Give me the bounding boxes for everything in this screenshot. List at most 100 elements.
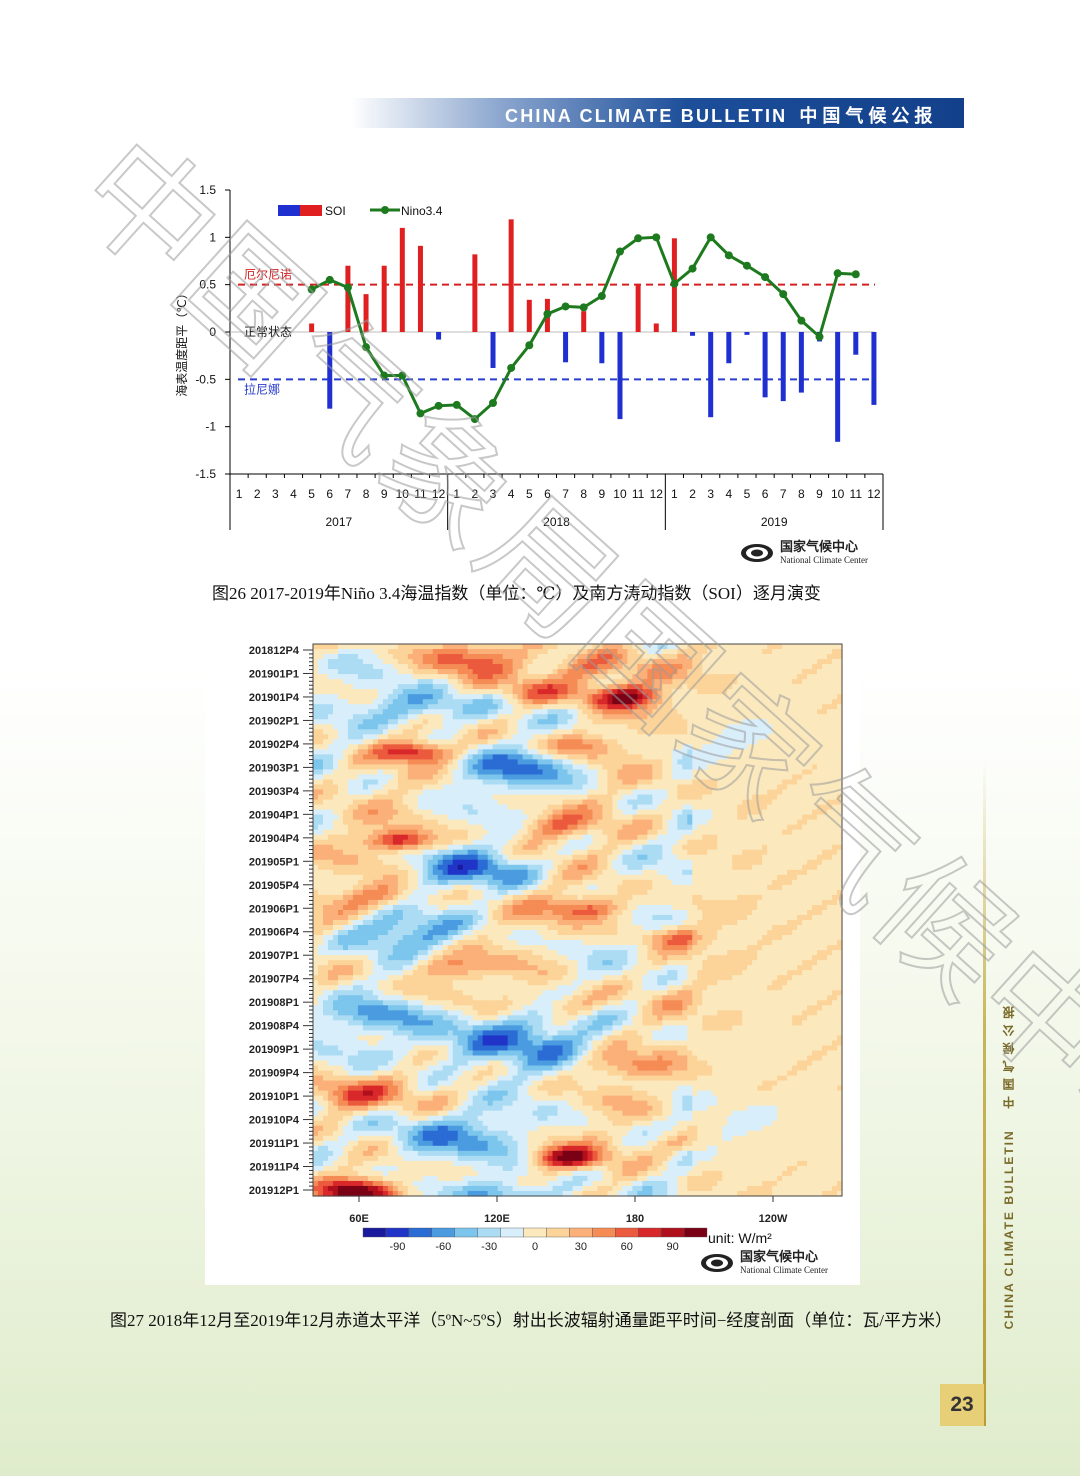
olr-cell [617,794,624,801]
olr-cell [532,689,539,695]
olr-cell [762,674,768,680]
olr-cell [577,674,584,680]
nino34-point [652,233,661,242]
olr-cell [442,764,449,771]
olr-cell [817,729,823,735]
olr-cell [517,829,524,836]
olr-cell [512,714,519,720]
olr-cell [462,679,469,685]
olr-cell [402,749,409,755]
olr-cell [717,669,723,675]
olr-cell [367,684,374,690]
olr-cell [792,759,798,766]
olr-cell [567,644,574,650]
olr-cell [657,854,663,861]
olr-cell [507,674,514,680]
olr-cell [462,819,469,826]
olr-cell [672,839,678,846]
olr-cell [352,849,359,856]
olr-cell [552,794,559,801]
olr-cell [772,729,778,735]
olr-cell [572,859,579,866]
olr-cell [642,839,648,846]
olr-cell [597,764,604,771]
olr-cell [802,859,808,866]
olr-cell [707,819,713,826]
olr-cell [747,854,753,861]
olr-cell [617,769,624,776]
olr-cell [737,669,743,675]
olr-cell [432,854,439,861]
olr-cell [632,714,638,720]
olr-cell [462,649,469,655]
olr-cell [717,749,723,755]
nino34-point [416,409,425,418]
olr-cell [667,814,673,821]
olr-cell [567,734,574,740]
olr-cell [382,754,389,761]
olr-cell [532,694,539,700]
olr-cell [582,859,589,866]
olr-cell [807,784,813,791]
olr-cell [507,669,514,675]
olr-cell [432,869,439,876]
olr-cell [357,849,364,856]
olr-cell [362,749,369,755]
olr-cell [647,749,653,755]
olr-cell [357,789,364,796]
olr-cell [837,739,843,745]
olr-cell [407,719,414,725]
olr-cell [582,669,589,675]
olr-cell [797,784,803,791]
olr-cell [672,809,678,816]
olr-cell [657,844,663,851]
olr-cell [432,819,439,826]
olr-cell [752,644,758,650]
olr-cell [362,869,369,876]
olr-cell [692,729,698,735]
olr-cell [752,709,758,715]
olr-cell [522,799,529,806]
olr-cell [562,814,569,821]
olr-cell [387,804,394,811]
olr-cell [407,789,414,796]
olr-cell [802,809,808,816]
olr-cell [327,669,334,675]
olr-cell [577,769,584,776]
nino34-point [597,292,606,301]
olr-cell [392,819,399,826]
olr-cell [587,854,594,861]
olr-cell [512,664,519,670]
olr-cell [662,789,668,796]
olr-cell [757,789,763,796]
olr-cell [472,799,479,806]
olr-cell [607,724,614,730]
olr-cell [722,839,728,846]
olr-cell [392,714,399,720]
olr-cell [332,749,339,755]
olr-cell [367,814,374,821]
olr-cell [832,779,838,786]
olr-cell [582,819,589,826]
olr-cell [482,844,489,851]
olr-cell [482,784,489,791]
olr-cell [602,704,609,710]
olr-cell [517,834,524,841]
olr-cell [537,709,544,715]
olr-cell [342,864,349,871]
olr-cell [382,809,389,816]
olr-cell [837,829,843,836]
olr-cell [622,804,629,811]
olr-cell [662,694,668,700]
olr-cell [442,739,449,745]
olr-cell [417,774,424,781]
olr-cell [632,769,638,776]
olr-cell [477,764,484,771]
olr-cell [452,659,459,665]
olr-cell [742,664,748,670]
olr-cell [637,789,643,796]
olr-cell [677,724,683,730]
nino34-point [398,371,407,380]
olr-cell [742,724,748,730]
olr-cell [347,709,354,715]
